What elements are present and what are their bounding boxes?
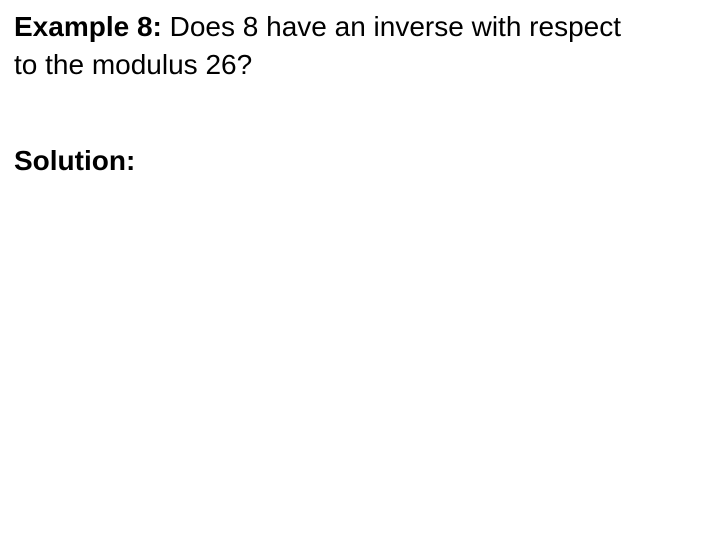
slide: Example 8: Does 8 have an inverse with r… — [0, 0, 720, 540]
example-label: Example 8: — [14, 11, 162, 42]
spacer — [14, 84, 706, 142]
example-question-part1: Does 8 have an inverse with respect — [162, 11, 621, 42]
solution-label: Solution: — [14, 142, 706, 180]
example-line-2: to the modulus 26? — [14, 46, 706, 84]
example-line-1: Example 8: Does 8 have an inverse with r… — [14, 8, 706, 46]
